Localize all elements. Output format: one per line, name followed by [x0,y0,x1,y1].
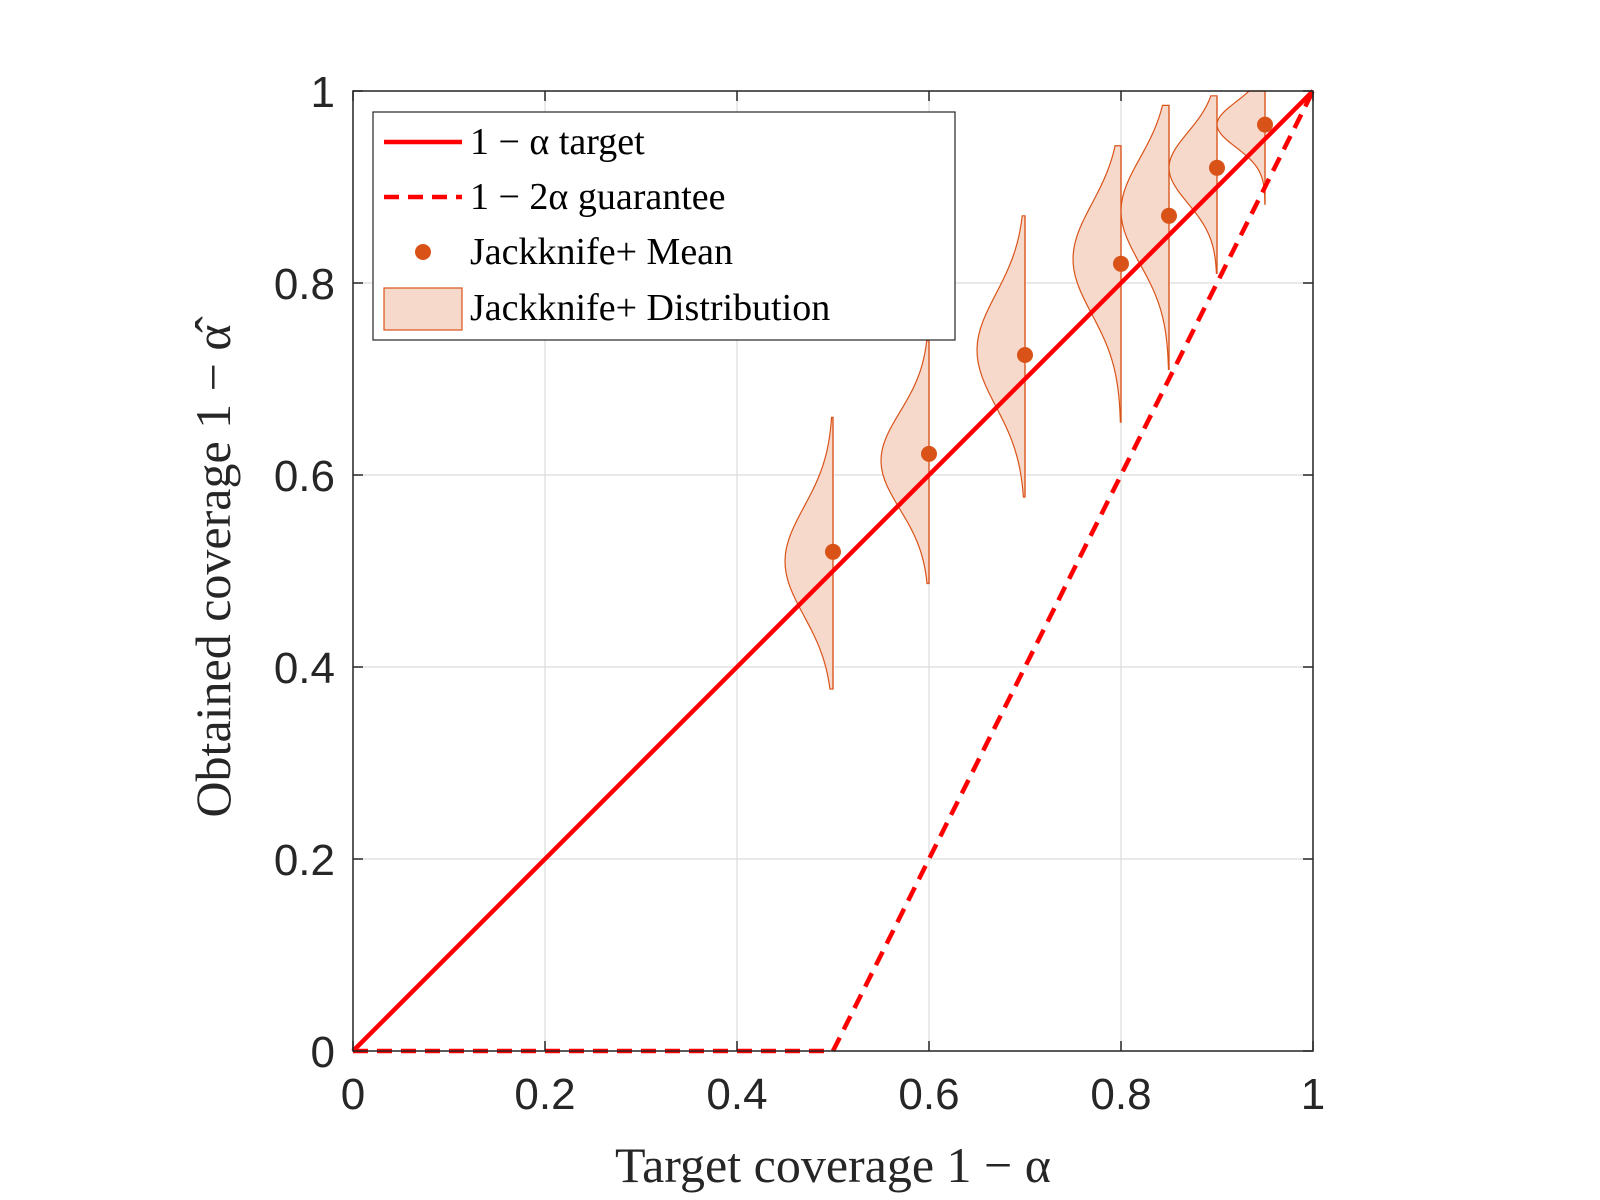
mean-point [1113,255,1129,272]
legend-label-target: 1 − α target [470,121,645,163]
tick-group: 0 0.2 0.4 0.6 0.8 1 0 0.2 0.4 0.6 0.8 1 [274,68,1325,1119]
mean-point [1161,207,1177,224]
mean-point [921,445,937,462]
legend-label-mean: Jackknife+ Mean [470,231,733,273]
violin-group [784,90,1266,690]
y-tick-label: 0.8 [274,260,335,309]
x-tick-label: 0.2 [514,1070,575,1119]
violin-shape [976,215,1026,498]
x-tick-label: 0.6 [898,1070,959,1119]
legend-box [372,111,956,341]
violin-shape [784,416,834,690]
y-tick-label: 0 [311,1028,335,1077]
legend: 1 − α target 1 − 2α guarantee Jackknife+… [372,111,956,341]
mean-point [1017,347,1033,363]
mean-point [825,543,841,560]
legend-label-distribution: Jackknife+ Distribution [470,287,830,329]
x-tick-label: 0 [341,1070,365,1119]
violin-shape [1120,104,1170,370]
mean-point [1257,116,1273,133]
y-tick-label: 0.6 [274,452,335,501]
mean-points-group [825,116,1273,560]
x-axis-label: Target coverage 1 − α [615,1137,1051,1193]
violin-shape [880,340,930,585]
y-tick-label: 0.2 [274,836,335,885]
y-axis-label: Obtained coverage 1 − α̂ [185,316,241,817]
target-line [351,89,1315,1053]
x-tick-label: 0.4 [706,1070,767,1119]
legend-label-guarantee: 1 − 2α guarantee [470,176,726,218]
y-tick-label: 0.4 [274,644,335,693]
legend-swatch-mean [415,244,431,260]
axes-box [352,90,1314,1052]
x-tick-label: 0.8 [1090,1070,1151,1119]
y-tick-label: 1 [311,68,335,117]
violin-shape [1168,95,1218,274]
violin-shape [1072,145,1122,423]
x-tick-label: 1 [1301,1070,1325,1119]
mean-point [1209,159,1225,176]
legend-swatch-distribution [383,287,463,331]
